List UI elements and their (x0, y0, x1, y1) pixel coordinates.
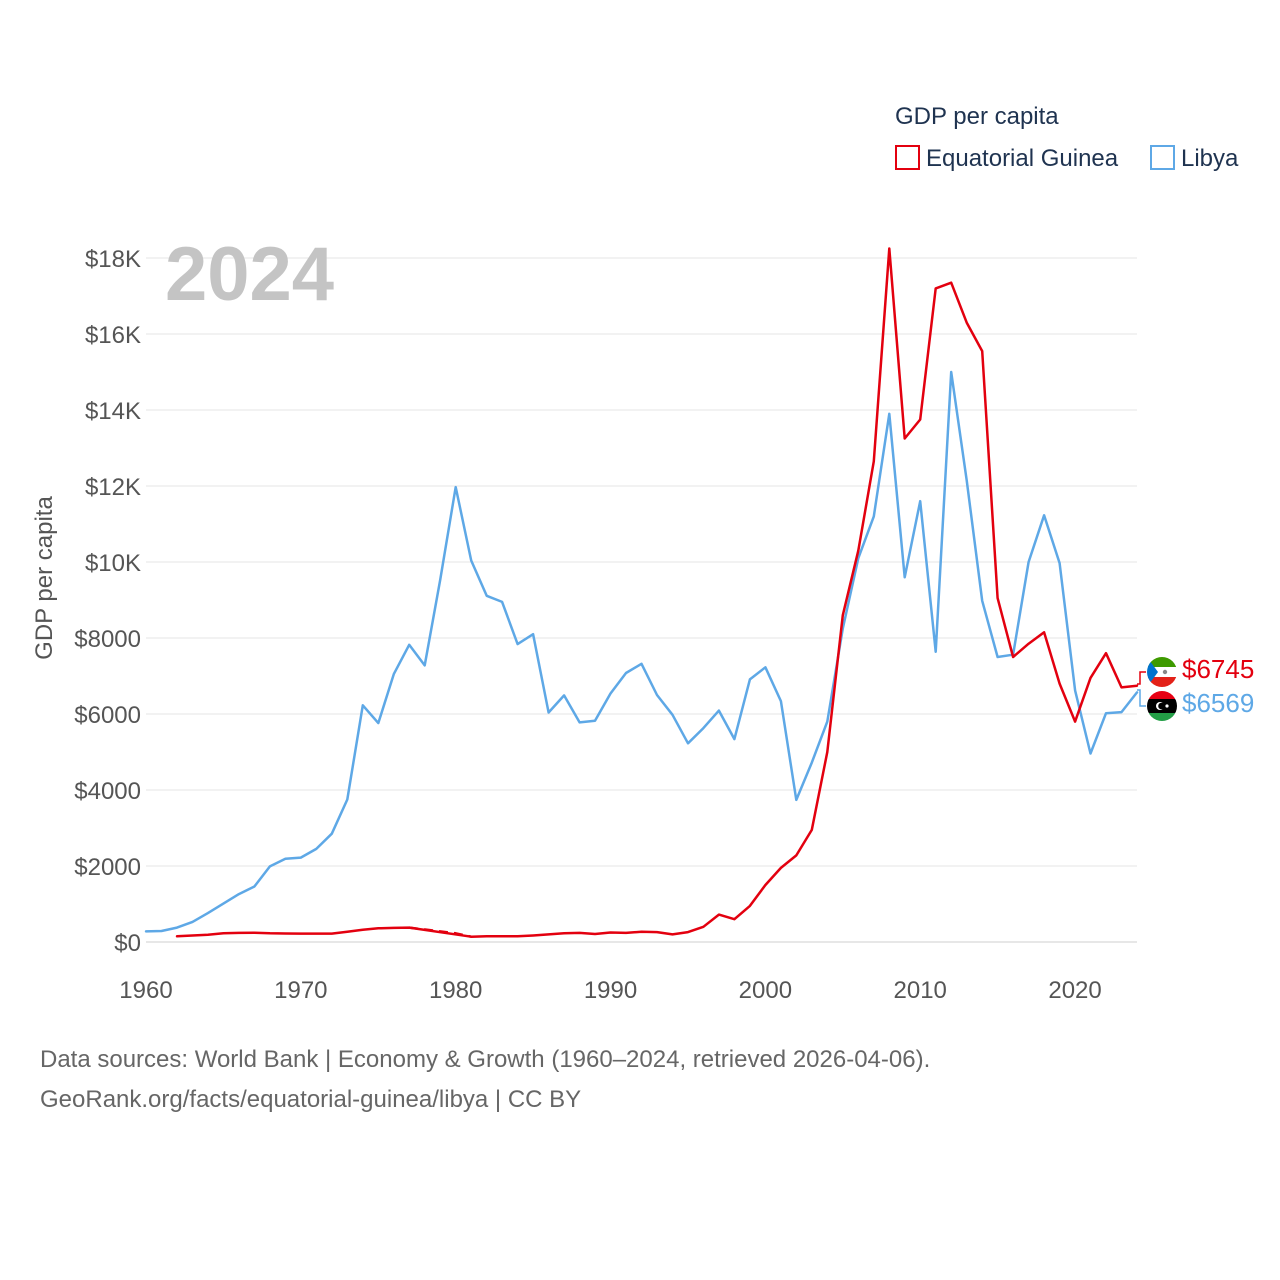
legend-swatch-equatorial-guinea (895, 145, 920, 170)
footer-link[interactable]: GeoRank.org/facts/equatorial-guinea/liby… (40, 1086, 582, 1113)
x-tick-label: 1990 (584, 977, 637, 1004)
footer: Data sources: World Bank | Economy & Gro… (40, 1040, 930, 1120)
series-line-equatorial-guinea[interactable] (175, 247, 1139, 938)
flag-libya-icon (1147, 691, 1177, 721)
connector-equatorial-guinea (1137, 671, 1146, 685)
y-tick-label: $6000 (74, 702, 141, 729)
connector-libya (1137, 689, 1146, 707)
footer-sources: Data sources: World Bank | Economy & Gro… (40, 1046, 931, 1073)
y-tick-label: $14K (85, 398, 141, 425)
y-tick-label: $10K (85, 550, 141, 577)
x-tick-label: 2020 (1048, 977, 1101, 1004)
y-tick-label: $2000 (74, 854, 141, 881)
flag-equatorial-guinea-icon (1147, 657, 1177, 687)
y-tick-label: $12K (85, 474, 141, 501)
x-axis: 1960 1970 1980 1990 2000 2010 2020 (119, 977, 1101, 1004)
end-value-equatorial-guinea: $6745 (1182, 654, 1254, 684)
legend-label-libya: Libya (1181, 145, 1239, 172)
x-tick-label: 2000 (739, 977, 792, 1004)
legend-title: GDP per capita (895, 103, 1059, 130)
x-tick-label: 1970 (274, 977, 327, 1004)
big-year-label: 2024 (165, 232, 334, 317)
legend-label-equatorial-guinea: Equatorial Guinea (926, 145, 1119, 172)
y-tick-label: $16K (85, 322, 141, 349)
end-value-libya: $6569 (1182, 688, 1254, 718)
x-tick-label: 2010 (894, 977, 947, 1004)
legend-item-equatorial-guinea[interactable]: Equatorial Guinea (895, 145, 1119, 172)
x-tick-label: 1960 (119, 977, 172, 1004)
y-tick-label: $18K (85, 246, 141, 273)
legend-swatch-libya (1150, 145, 1175, 170)
legend: GDP per capita Equatorial Guinea Libya (895, 103, 1239, 172)
x-tick-label: 1980 (429, 977, 482, 1004)
y-tick-label: $4000 (74, 778, 141, 805)
y-axis-title: GDP per capita (31, 496, 58, 660)
legend-item-libya[interactable]: Libya (1150, 145, 1239, 172)
series-lines (144, 247, 1139, 938)
series-line-libya[interactable] (144, 370, 1139, 933)
gridlines (146, 257, 1137, 943)
y-axis: $0 $2000 $4000 $6000 $8000 $10K $12K $14K $16K $1… (74, 246, 141, 957)
y-tick-label: $0 (114, 930, 141, 957)
y-tick-label: $8000 (74, 626, 141, 653)
